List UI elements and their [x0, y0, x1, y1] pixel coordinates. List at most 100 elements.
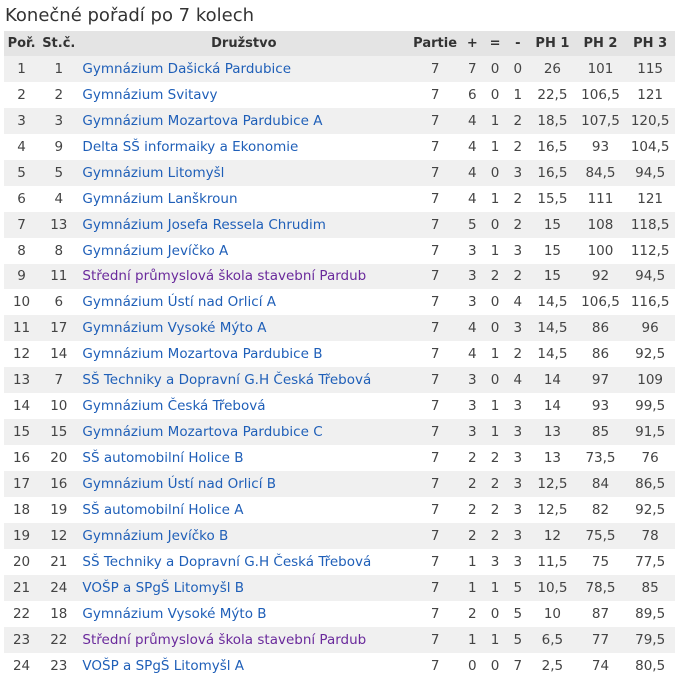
cell-ph1: 12: [529, 522, 576, 549]
cell-games: 7: [409, 574, 461, 601]
cell-ph3: 79,5: [625, 626, 675, 653]
team-link[interactable]: Gymnázium Mozartova Pardubice B: [82, 346, 323, 363]
col-header-ph1: PH 1: [529, 31, 576, 56]
team-link[interactable]: Střední průmyslová škola stavební Pardub: [82, 268, 367, 285]
cell-rank: 18: [4, 496, 40, 523]
cell-draws: 0: [483, 289, 507, 316]
cell-games: 7: [409, 107, 461, 134]
cell-wins: 3: [460, 237, 484, 264]
cell-draws: 0: [483, 211, 507, 238]
cell-losses: 3: [506, 496, 530, 523]
cell-ph3: 94,5: [625, 263, 675, 290]
standings-table: Poř. St.č. Družstvo Partie + = - PH 1 PH…: [4, 31, 675, 679]
cell-team: Gymnázium Česká Třebová: [78, 393, 410, 420]
cell-wins: 1: [460, 626, 484, 653]
table-row: 22 18 Gymnázium Vysoké Mýto B 7 2 0 5 10 87 89,5: [4, 600, 675, 627]
cell-rank: 17: [4, 471, 40, 497]
cell-rank: 10: [4, 289, 40, 316]
team-link[interactable]: Delta SŠ informaiky a Ekonomie: [82, 138, 299, 155]
table-row: 11 17 Gymnázium Vysoké Mýto A 7 4 0 3 14,5 86 96: [4, 315, 675, 342]
team-link[interactable]: Gymnázium Litomyšl: [82, 164, 225, 181]
team-link[interactable]: Gymnázium Ústí nad Orlicí B: [82, 475, 277, 492]
cell-ph2: 92: [575, 263, 626, 290]
cell-draws: 0: [483, 367, 507, 394]
cell-games: 7: [409, 367, 461, 394]
cell-ph2: 87: [575, 600, 626, 627]
team-link[interactable]: Gymnázium Vysoké Mýto B: [82, 605, 267, 622]
cell-draws: 2: [483, 522, 507, 549]
cell-ph3: 118,5: [625, 211, 675, 238]
team-link[interactable]: VOŠP a SPgŠ Litomyšl A: [82, 657, 245, 674]
cell-ph2: 86: [575, 341, 626, 368]
cell-start-number: 10: [39, 393, 79, 420]
cell-team: Gymnázium Svitavy: [78, 81, 410, 108]
cell-draws: 1: [483, 419, 507, 446]
team-link[interactable]: SŠ automobilní Holice B: [82, 450, 244, 467]
cell-ph2: 101: [575, 56, 626, 82]
table-row: 17 16 Gymnázium Ústí nad Orlicí B 7 2 2 3 12,5 8…: [4, 471, 675, 497]
cell-losses: 0: [506, 56, 530, 82]
cell-rank: 6: [4, 185, 40, 212]
cell-team: Gymnázium Jevíčko A: [78, 237, 410, 264]
cell-team: Gymnázium Litomyšl: [78, 159, 410, 186]
team-link[interactable]: Gymnázium Svitavy: [82, 86, 218, 103]
cell-ph1: 11,5: [529, 548, 576, 575]
cell-draws: 1: [483, 341, 507, 368]
team-link[interactable]: Gymnázium Lanškroun: [82, 190, 238, 207]
team-link[interactable]: Gymnázium Josefa Ressela Chrudim: [82, 216, 326, 233]
cell-games: 7: [409, 548, 461, 575]
team-link[interactable]: SŠ automobilní Holice A: [82, 501, 244, 518]
cell-losses: 2: [506, 107, 530, 134]
team-link[interactable]: Gymnázium Česká Třebová: [82, 398, 266, 415]
cell-ph2: 107,5: [575, 107, 626, 134]
cell-ph1: 15: [529, 211, 576, 238]
cell-losses: 5: [506, 574, 530, 601]
cell-start-number: 24: [39, 574, 79, 601]
team-link[interactable]: Gymnázium Mozartova Pardubice A: [82, 112, 323, 129]
cell-rank: 15: [4, 419, 40, 446]
team-link[interactable]: SŠ Techniky a Dopravní G.H Česká Třebová: [82, 553, 372, 570]
cell-ph1: 6,5: [529, 626, 576, 653]
cell-draws: 0: [483, 56, 507, 82]
cell-ph3: 78: [625, 522, 675, 549]
cell-losses: 3: [506, 237, 530, 264]
cell-draws: 1: [483, 626, 507, 653]
cell-games: 7: [409, 419, 461, 446]
team-link[interactable]: Střední průmyslová škola stavební Pardub: [82, 631, 367, 648]
cell-ph2: 73,5: [575, 445, 626, 471]
cell-team: Střední průmyslová škola stavební Pardub: [78, 626, 410, 653]
team-link[interactable]: Gymnázium Jevíčko A: [82, 242, 229, 259]
cell-losses: 1: [506, 81, 530, 108]
cell-ph1: 16,5: [529, 159, 576, 186]
cell-losses: 7: [506, 652, 530, 679]
cell-start-number: 15: [39, 419, 79, 446]
cell-rank: 7: [4, 211, 40, 238]
cell-start-number: 20: [39, 445, 79, 471]
cell-team: Střední průmyslová škola stavební Pardub: [78, 263, 410, 290]
cell-ph3: 104,5: [625, 133, 675, 160]
col-header-games: Partie: [409, 31, 461, 56]
col-header-ph2: PH 2: [575, 31, 626, 56]
cell-ph3: 99,5: [625, 393, 675, 420]
cell-wins: 4: [460, 159, 484, 186]
cell-start-number: 16: [39, 471, 79, 497]
cell-wins: 0: [460, 652, 484, 679]
cell-start-number: 18: [39, 600, 79, 627]
col-header-wins: +: [460, 31, 484, 56]
cell-ph1: 14,5: [529, 289, 576, 316]
cell-rank: 21: [4, 574, 40, 601]
cell-ph3: 85: [625, 574, 675, 601]
team-link[interactable]: Gymnázium Ústí nad Orlicí A: [82, 294, 277, 311]
cell-rank: 14: [4, 393, 40, 420]
cell-rank: 16: [4, 445, 40, 471]
cell-ph1: 15: [529, 263, 576, 290]
team-link[interactable]: Gymnázium Dašická Pardubice: [82, 60, 291, 77]
team-link[interactable]: SŠ Techniky a Dopravní G.H Česká Třebová: [82, 372, 372, 389]
cell-draws: 1: [483, 133, 507, 160]
cell-draws: 3: [483, 548, 507, 575]
team-link[interactable]: Gymnázium Vysoké Mýto A: [82, 320, 267, 337]
team-link[interactable]: Gymnázium Mozartova Pardubice C: [82, 424, 323, 441]
team-link[interactable]: VOŠP a SPgŠ Litomyšl B: [82, 579, 245, 596]
team-link[interactable]: Gymnázium Jevíčko B: [82, 527, 229, 544]
